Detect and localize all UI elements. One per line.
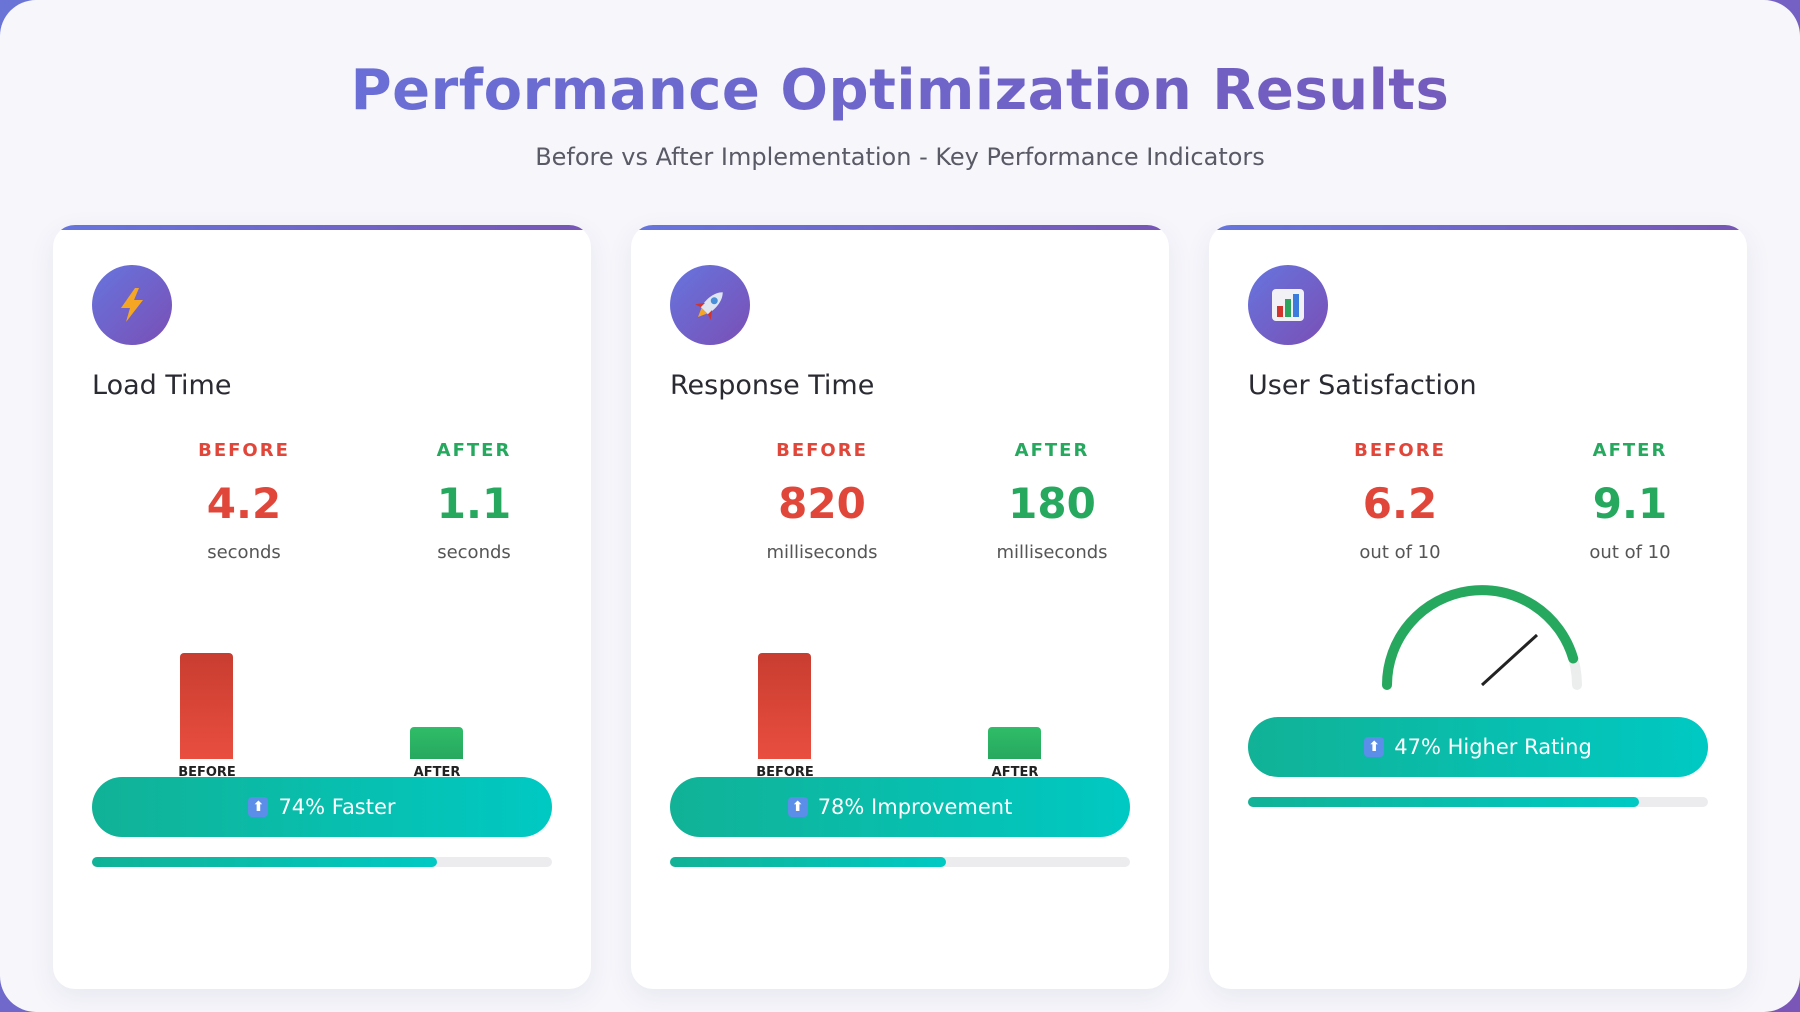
progress-track xyxy=(92,857,552,867)
gauge-needle xyxy=(1480,633,1539,687)
after-label: AFTER xyxy=(1592,440,1668,461)
card-title: Load Time xyxy=(92,370,232,401)
page-subtitle: Before vs After Implementation - Key Per… xyxy=(535,143,1265,171)
progress-fill xyxy=(92,857,437,867)
up-arrow-icon: ⬆ xyxy=(787,797,808,817)
after-metric: AFTER 1.1 seconds xyxy=(359,440,589,563)
before-unit: seconds xyxy=(207,542,281,563)
before-bar-caption: BEFORE xyxy=(756,765,814,780)
before-label: BEFORE xyxy=(1354,440,1446,461)
after-unit: milliseconds xyxy=(996,542,1108,563)
before-value: 820 xyxy=(778,479,866,528)
card-accent-bar xyxy=(1209,225,1747,230)
card-title: User Satisfaction xyxy=(1248,370,1477,401)
before-unit: milliseconds xyxy=(766,542,878,563)
before-metric: BEFORE 4.2 seconds xyxy=(129,440,359,563)
before-value: 6.2 xyxy=(1362,479,1438,528)
load-time-card: Load Time BEFORE 4.2 seconds AFTER 1.1 s… xyxy=(53,225,591,989)
after-bar xyxy=(410,727,463,759)
response-time-card: Response Time BEFORE 820 milliseconds AF… xyxy=(631,225,1169,989)
before-bar xyxy=(758,653,811,759)
up-arrow-icon: ⬆ xyxy=(248,797,269,817)
progress-track xyxy=(670,857,1130,867)
after-value: 9.1 xyxy=(1592,479,1668,528)
user-satisfaction-card: User Satisfaction BEFORE 6.2 out of 10 A… xyxy=(1209,225,1747,989)
after-bar xyxy=(988,727,1041,759)
progress-track xyxy=(1248,797,1708,807)
badge-text: 78% Improvement xyxy=(817,795,1013,819)
after-label: AFTER xyxy=(436,440,512,461)
before-metric: BEFORE 820 milliseconds xyxy=(707,440,937,563)
gauge-track xyxy=(1382,585,1582,690)
before-label: BEFORE xyxy=(776,440,868,461)
after-label: AFTER xyxy=(1014,440,1090,461)
after-value: 1.1 xyxy=(436,479,512,528)
lightning-icon xyxy=(92,265,172,345)
after-metric: AFTER 180 milliseconds xyxy=(937,440,1167,563)
progress-fill xyxy=(1248,797,1639,807)
after-bar-caption: AFTER xyxy=(413,765,461,780)
before-value: 4.2 xyxy=(206,479,282,528)
before-bar xyxy=(180,653,233,759)
card-title: Response Time xyxy=(670,370,875,401)
before-unit: out of 10 xyxy=(1359,542,1441,563)
improvement-badge: ⬆ 78% Improvement xyxy=(670,777,1130,837)
after-unit: out of 10 xyxy=(1589,542,1671,563)
bar-chart-icon xyxy=(1248,265,1328,345)
card-accent-bar xyxy=(631,225,1169,230)
improvement-badge: ⬆ 47% Higher Rating xyxy=(1248,717,1708,777)
before-label: BEFORE xyxy=(198,440,290,461)
satisfaction-gauge xyxy=(1382,585,1582,690)
rocket-icon xyxy=(670,265,750,345)
before-bar-caption: BEFORE xyxy=(178,765,236,780)
gauge-arc xyxy=(1382,585,1579,690)
after-metric: AFTER 9.1 out of 10 xyxy=(1515,440,1745,563)
badge-text: 74% Faster xyxy=(278,795,396,819)
up-arrow-icon: ⬆ xyxy=(1364,737,1385,757)
after-unit: seconds xyxy=(437,542,511,563)
after-bar-caption: AFTER xyxy=(991,765,1039,780)
badge-text: 47% Higher Rating xyxy=(1394,735,1592,759)
progress-fill xyxy=(670,857,946,867)
before-metric: BEFORE 6.2 out of 10 xyxy=(1285,440,1515,563)
improvement-badge: ⬆ 74% Faster xyxy=(92,777,552,837)
after-value: 180 xyxy=(1008,479,1096,528)
card-accent-bar xyxy=(53,225,591,230)
page-title: Performance Optimization Results xyxy=(0,58,1800,123)
